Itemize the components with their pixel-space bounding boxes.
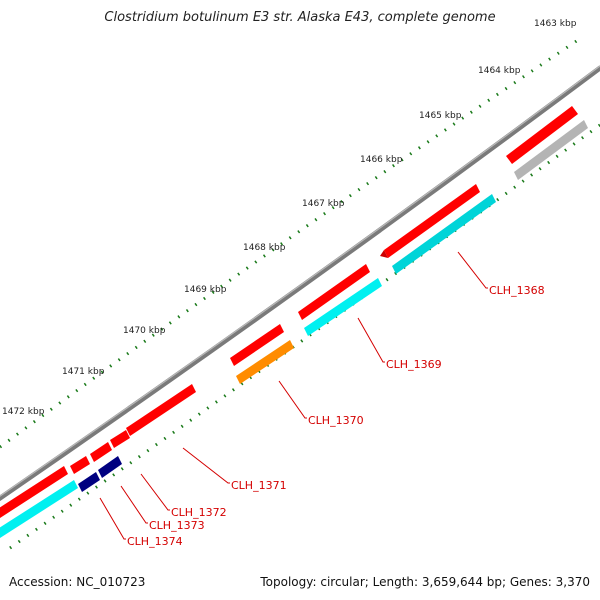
accession-label: Accession: NC_010723: [9, 575, 146, 589]
gene-left[interactable]: [0, 466, 68, 518]
gene-label[interactable]: CLH_1368: [489, 284, 545, 297]
genome-summary: Topology: circular; Length: 3,659,644 bp…: [260, 575, 590, 589]
outer-tick-ring: [0, 38, 579, 449]
cds-clh-1373[interactable]: [98, 456, 122, 478]
genome-backbone-highlight: [0, 65, 600, 497]
tick-label: 1467 kbp: [302, 199, 345, 209]
cds-clh-1374[interactable]: [78, 472, 100, 492]
gene-clh-1373[interactable]: [90, 442, 112, 462]
gene-label[interactable]: CLH_1374: [127, 535, 183, 548]
cds-clh-1370[interactable]: [236, 340, 294, 384]
gene-label[interactable]: CLH_1369: [386, 358, 442, 371]
gene-label[interactable]: CLH_1373: [149, 519, 205, 532]
tick-label: 1469 kbp: [184, 285, 227, 295]
tick-label: 1463 kbp: [534, 19, 577, 29]
gene-clh-1370[interactable]: [230, 324, 284, 366]
gene-clh-1369[interactable]: [298, 264, 370, 320]
tick-label: 1465 kbp: [419, 111, 462, 121]
cds-left[interactable]: [0, 480, 78, 538]
gene-label[interactable]: CLH_1372: [171, 506, 227, 519]
cds-1367[interactable]: [514, 120, 588, 180]
tick-label: 1471 kbp: [62, 367, 105, 377]
cds-clh-1369[interactable]: [304, 278, 382, 336]
inner-tick-ring: [9, 123, 600, 550]
label-leaders: [99, 251, 488, 540]
gene-clh-1368-head[interactable]: [380, 250, 388, 258]
genome-backbone: [0, 65, 600, 502]
tick-label: 1468 kbp: [243, 243, 286, 253]
tick-label: 1466 kbp: [360, 155, 403, 165]
gene-label[interactable]: CLH_1371: [231, 479, 287, 492]
tick-label: 1464 kbp: [478, 66, 521, 76]
tick-label: 1472 kbp: [2, 407, 45, 417]
gene-clh-1374[interactable]: [70, 456, 90, 474]
map-title: Clostridium botulinum E3 str. Alaska E43…: [104, 10, 496, 25]
gene-label[interactable]: CLH_1370: [308, 414, 364, 427]
gene-clh-1372[interactable]: [110, 430, 130, 448]
tick-label: 1470 kbp: [123, 326, 166, 336]
gene-1367[interactable]: [506, 106, 578, 164]
gene-clh-1371[interactable]: [126, 384, 196, 436]
cds-clh-1368[interactable]: [392, 194, 496, 274]
tick-labels: 1463 kbp 1464 kbp 1465 kbp 1466 kbp 1467 kbp…: [2, 19, 577, 417]
gene-labels: CLH_1368 CLH_1369 CLH_1370 CLH_1371 CLH_1372…: [127, 284, 545, 548]
gene-features: [0, 106, 588, 538]
gene-clh-1368[interactable]: [384, 184, 480, 258]
